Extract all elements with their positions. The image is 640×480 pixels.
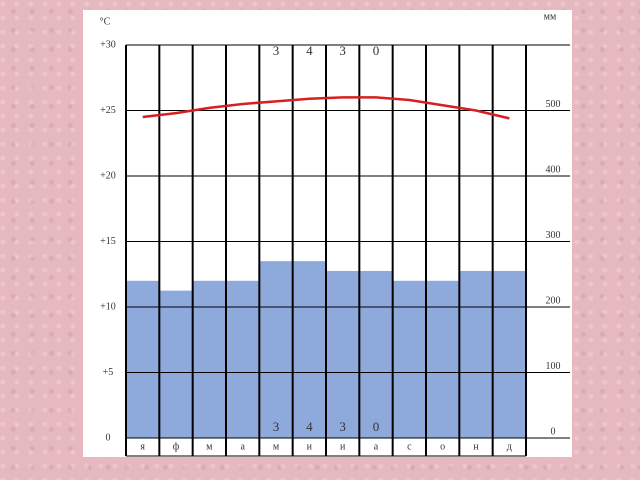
bottom-label: 0 [373, 419, 380, 434]
y2-tick-label: 400 [546, 164, 561, 175]
bar [259, 261, 293, 438]
y2-axis-label: мм [544, 11, 557, 22]
bar [492, 270, 526, 438]
y-axis-label: °C [100, 16, 111, 27]
temperature-line [142, 96, 510, 120]
bar [292, 261, 326, 438]
y2-tick-label: 200 [546, 295, 561, 306]
x-tick-label: а [240, 441, 245, 452]
bottom-label: 3 [273, 419, 280, 434]
y2-tick-label: 300 [546, 230, 561, 241]
bar [426, 280, 460, 438]
x-tick-label: м [273, 441, 280, 452]
x-tick-label: а [374, 441, 379, 452]
bar [326, 270, 360, 438]
x-tick-label: и [340, 441, 346, 452]
bar [226, 280, 260, 438]
y2-tick-label: 500 [546, 99, 561, 110]
bar [159, 290, 193, 438]
top-label: 3 [339, 43, 346, 58]
x-tick-label: н [473, 441, 479, 452]
bottom-label: 4 [306, 419, 313, 434]
y-tick-label: 0 [106, 432, 111, 443]
x-tick-label: с [407, 441, 412, 452]
y-tick-label: +5 [103, 367, 114, 378]
bar [459, 270, 493, 438]
x-tick-label: я [140, 441, 145, 452]
x-tick-label: и [307, 441, 313, 452]
y-tick-label: +15 [100, 236, 116, 247]
x-tick-label: д [507, 441, 512, 452]
y2-tick-label: 0 [551, 426, 556, 437]
top-label: 4 [306, 43, 313, 58]
y-tick-label: +25 [100, 105, 116, 116]
x-tick-label: м [206, 441, 213, 452]
y2-tick-label: 100 [546, 361, 561, 372]
bar [126, 280, 160, 438]
top-label: 3 [273, 43, 280, 58]
y-tick-label: +30 [100, 39, 116, 50]
bar [392, 280, 426, 438]
y-tick-label: +10 [100, 301, 116, 312]
y-tick-label: +20 [100, 170, 116, 181]
bar [192, 280, 226, 438]
x-tick-label: о [440, 441, 445, 452]
bar [359, 270, 393, 438]
bottom-label: 3 [339, 419, 346, 434]
top-label: 0 [373, 43, 380, 58]
x-tick-label: ф [173, 441, 180, 452]
